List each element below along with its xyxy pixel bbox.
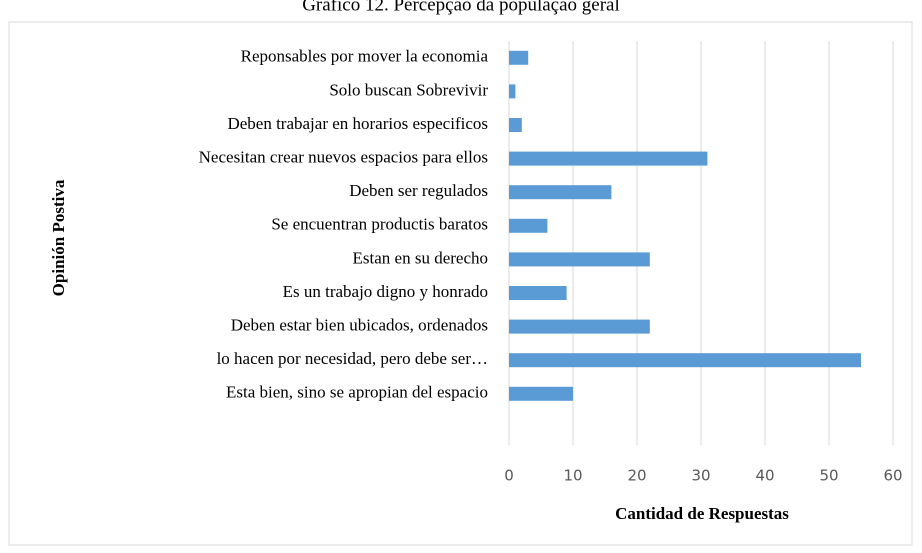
- y-tick-label: Deben trabajar en horarios especificos: [227, 114, 488, 133]
- x-tick-label: 40: [755, 467, 774, 485]
- y-axis-title: Opinión Postiva: [49, 179, 68, 296]
- chart-border: [8, 21, 913, 546]
- x-tick-label: 30: [691, 467, 710, 485]
- x-tick-label: 20: [627, 467, 646, 485]
- bar: [509, 185, 612, 200]
- y-tick-label: Necesitan crear nuevos espacios para ell…: [199, 148, 488, 167]
- x-tick-label: 0: [504, 467, 514, 485]
- bar: [509, 218, 548, 233]
- x-axis-title: Cantidad de Respuestas: [615, 504, 789, 523]
- bar: [509, 118, 522, 132]
- y-tick-label: Deben estar bien ubicados, ordenados: [231, 316, 488, 335]
- bar: [509, 319, 650, 334]
- bar: [509, 252, 650, 267]
- y-tick-label: lo hacen por necesidad, pero debe ser…: [217, 349, 488, 368]
- y-tick-label: Se encuentran productis baratos: [271, 215, 488, 234]
- bar: [509, 286, 567, 300]
- y-tick-label: Solo buscan Sobrevivir: [329, 80, 488, 99]
- bar: [509, 50, 529, 65]
- y-tick-label: Es un trabajo digno y honrado: [283, 282, 488, 301]
- bar: [509, 84, 516, 99]
- bar: [509, 353, 861, 368]
- bar: [509, 386, 573, 401]
- y-tick-label: Deben ser regulados: [349, 181, 488, 200]
- x-tick-label: 60: [883, 467, 902, 485]
- x-tick-label: 50: [819, 467, 838, 485]
- bar: [509, 151, 708, 166]
- chart-title: Gráfico 12. Percepção da população geral: [302, 0, 620, 15]
- y-tick-label: Esta bien, sino se apropian del espacio: [226, 383, 488, 402]
- x-tick-label: 10: [563, 467, 582, 485]
- y-tick-label: Reponsables por mover la economia: [241, 47, 489, 66]
- y-tick-label: Estan en su derecho: [353, 248, 488, 267]
